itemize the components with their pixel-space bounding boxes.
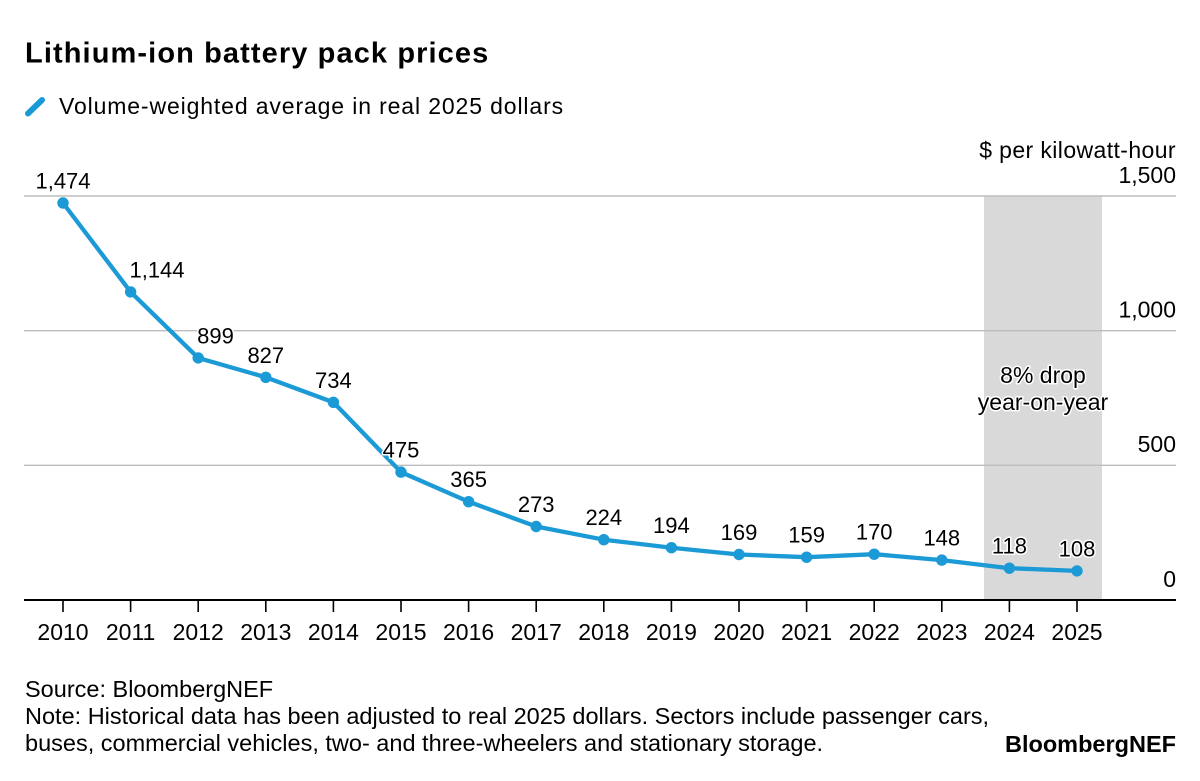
svg-text:169: 169 <box>721 520 758 545</box>
svg-text:2015: 2015 <box>375 619 426 645</box>
svg-text:year-on-year: year-on-year <box>978 389 1109 415</box>
svg-text:2020: 2020 <box>713 619 764 645</box>
svg-text:1,474: 1,474 <box>35 169 90 194</box>
svg-text:2016: 2016 <box>443 619 494 645</box>
svg-text:2022: 2022 <box>849 619 900 645</box>
svg-text:2012: 2012 <box>173 619 224 645</box>
svg-text:224: 224 <box>585 505 622 530</box>
svg-text:1,144: 1,144 <box>129 257 184 282</box>
svg-text:365: 365 <box>450 467 487 492</box>
svg-text:Source: BloombergNEF: Source: BloombergNEF <box>25 676 273 702</box>
svg-text:BloombergNEF: BloombergNEF <box>1005 731 1176 757</box>
svg-text:170: 170 <box>856 520 893 545</box>
svg-text:159: 159 <box>788 523 825 548</box>
svg-text:734: 734 <box>315 368 352 393</box>
svg-text:194: 194 <box>653 513 690 538</box>
svg-text:0: 0 <box>1163 566 1176 592</box>
svg-text:2017: 2017 <box>511 619 562 645</box>
svg-text:899: 899 <box>197 323 234 348</box>
svg-text:1,000: 1,000 <box>1118 297 1176 323</box>
svg-text:118: 118 <box>992 534 1027 559</box>
svg-text:500: 500 <box>1138 431 1176 457</box>
svg-text:2014: 2014 <box>308 619 359 645</box>
svg-text:2019: 2019 <box>646 619 697 645</box>
svg-text:2025: 2025 <box>1051 619 1102 645</box>
svg-text:2010: 2010 <box>37 619 88 645</box>
svg-text:475: 475 <box>383 438 420 463</box>
svg-text:2018: 2018 <box>578 619 629 645</box>
svg-text:2023: 2023 <box>916 619 967 645</box>
svg-text:8% drop: 8% drop <box>1000 362 1086 388</box>
svg-text:2013: 2013 <box>240 619 291 645</box>
svg-text:$ per kilowatt-hour: $ per kilowatt-hour <box>979 137 1176 163</box>
svg-text:1,500: 1,500 <box>1118 162 1176 188</box>
svg-text:buses, commercial vehicles, tw: buses, commercial vehicles, two- and thr… <box>25 730 823 756</box>
svg-text:Volume-weighted average in rea: Volume-weighted average in real 2025 dol… <box>59 93 564 119</box>
svg-text:2024: 2024 <box>984 619 1035 645</box>
svg-text:2011: 2011 <box>106 619 155 645</box>
svg-text:108: 108 <box>1059 536 1096 561</box>
svg-text:827: 827 <box>247 343 284 368</box>
svg-text:Note: Historical data has been: Note: Historical data has been adjusted … <box>25 703 989 729</box>
svg-text:2021: 2021 <box>781 619 832 645</box>
svg-text:Lithium-ion battery pack price: Lithium-ion battery pack prices <box>25 38 489 70</box>
svg-text:273: 273 <box>518 492 555 517</box>
svg-text:148: 148 <box>923 526 960 551</box>
